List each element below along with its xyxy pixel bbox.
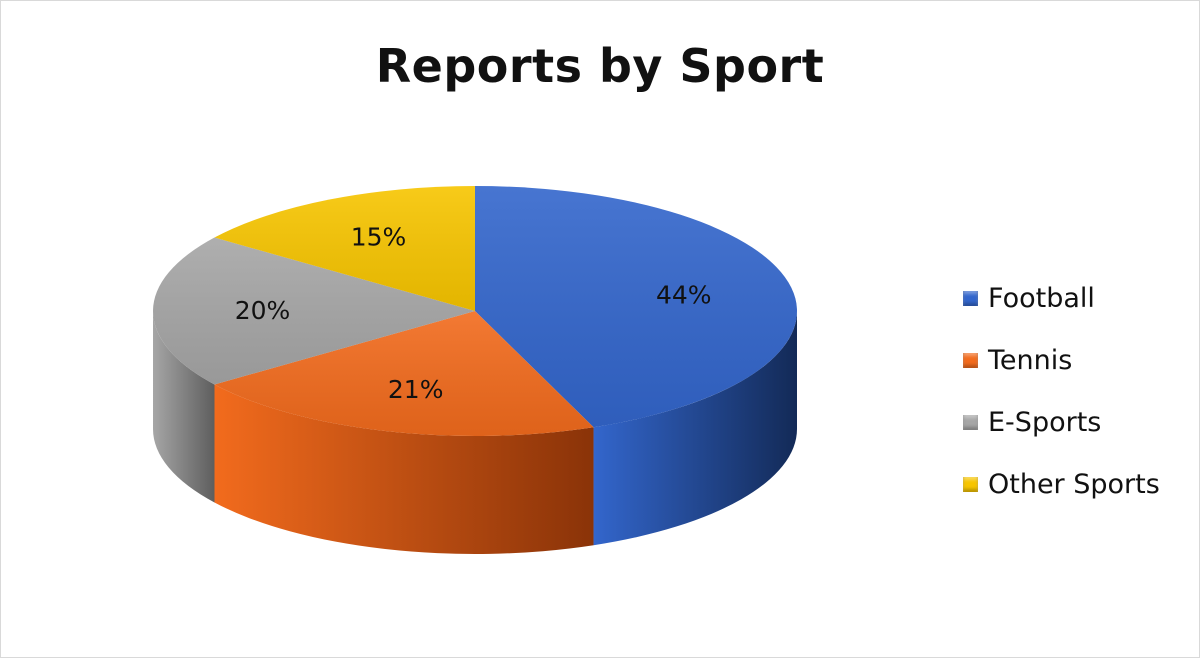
pie-slice-shade	[214, 186, 475, 311]
legend-label: Tennis	[988, 344, 1073, 376]
legend-swatch	[963, 290, 978, 306]
legend-swatch	[963, 352, 978, 368]
legend-label: Other Sports	[988, 468, 1160, 500]
pie-slice-side-football	[593, 311, 797, 546]
legend-label: Football	[988, 282, 1095, 314]
legend-swatch	[963, 476, 978, 492]
data-label-tennis: 21%	[388, 375, 444, 404]
legend-item-football: Football	[963, 267, 1160, 329]
pie-slice-shade	[475, 186, 798, 428]
data-label-other-sports: 15%	[351, 222, 407, 251]
pie-slice-shade	[214, 311, 594, 437]
legend-item-tennis: Tennis	[963, 329, 1160, 391]
data-label-e-sports: 20%	[235, 296, 291, 325]
legend-item-e-sports: E-Sports	[963, 391, 1160, 453]
legend-swatch	[963, 414, 978, 430]
legend-label: E-Sports	[988, 406, 1102, 438]
legend: Football Tennis E-Sports Other Sports	[963, 267, 1160, 515]
pie-slice-side-e-sports	[153, 311, 215, 503]
legend-item-other-sports: Other Sports	[963, 453, 1160, 515]
pie-slice-side-tennis	[214, 384, 594, 554]
data-label-football: 44%	[656, 281, 712, 310]
pie-slice-shade	[153, 237, 475, 385]
chart-title: Reports by Sport	[375, 39, 825, 93]
